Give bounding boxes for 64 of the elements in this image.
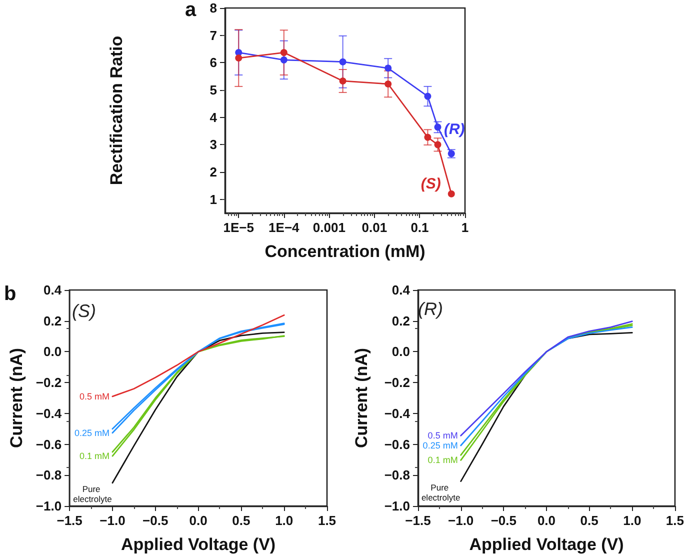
x-tick-label: 0.5 [580,513,598,528]
chart-title: b [4,283,16,305]
x-tick-label: 0.1 [410,220,429,235]
series-label: 0.5 mM [428,430,458,441]
x-tick-label: 1.5 [666,513,684,528]
y-axis-title: Current (nA) [352,348,371,448]
x-axis-title: Concentration (mM) [264,242,426,261]
x-axis-title: Applied Voltage (V) [469,535,624,554]
series-label: 0.25 mM [74,428,110,438]
series-label: 0.25 mM [422,440,458,451]
annotation: (R) [418,299,443,319]
y-tick-label: −1.0 [384,498,410,514]
series-label: 0.1 mM [79,451,110,462]
y-tick-label: −0.6 [384,436,410,452]
y-tick-label: 8 [210,0,217,16]
y-tick-label: −0.2 [384,375,410,390]
x-tick-label: 1 [461,220,469,235]
x-tick-label: −0.5 [490,513,516,528]
x-tick-label: 0.01 [362,220,388,235]
series-label: 0.1 mM [428,455,458,466]
y-axis-title: Rectification Ratio [107,36,126,186]
y-tick-label: −0.8 [384,468,410,483]
series-label: (S) [420,175,441,192]
y-tick-label: −0.2 [36,375,62,390]
x-tick-label: −1.0 [100,513,126,528]
series-label: (R) [444,121,465,138]
x-tick-label: 1.5 [318,513,336,528]
y-tick-label: −0.6 [36,436,62,452]
y-tick-label: 5 [210,82,217,98]
y-tick-label: −1.0 [36,498,62,514]
y-axis-title: Current (nA) [7,348,26,448]
series-label: Pure electrolyte [73,484,112,504]
x-tick-label: 1E−4 [268,220,300,235]
y-tick-label: −0.4 [384,406,411,421]
x-axis-title: Applied Voltage (V) [120,535,276,554]
y-tick-label: 0.4 [392,282,411,298]
y-tick-label: 7 [210,28,217,43]
x-tick-label: 0.001 [312,220,346,235]
y-tick-label: 3 [210,137,217,152]
x-tick-label: 0.0 [189,513,208,528]
series-label: 0.5 mM [79,391,110,402]
x-tick-label: 0.0 [537,513,556,528]
y-tick-label: 2 [210,164,217,180]
y-tick-label: −0.4 [36,406,62,421]
x-tick-label: 0.5 [232,513,250,528]
x-tick-label: 1E−5 [223,220,254,235]
y-tick-label: 6 [210,55,217,70]
x-tick-label: −1.0 [448,513,474,528]
y-tick-label: 0.2 [43,313,62,328]
x-tick-label: −1.5 [405,513,431,528]
x-tick-label: 1.0 [623,513,642,528]
x-tick-label: 1.0 [275,513,294,528]
y-tick-label: 1 [210,192,217,207]
y-tick-label: 0.0 [392,344,410,360]
y-tick-label: 0.2 [392,313,410,328]
y-tick-label: −0.8 [36,468,62,483]
annotation: (S) [72,301,96,321]
x-tick-label: −0.5 [142,513,168,528]
series-label: Pure electrolyte [421,482,460,502]
x-tick-label: −1.5 [56,513,82,528]
y-tick-label: 0.0 [43,344,62,360]
y-tick-label: 4 [210,110,218,125]
y-tick-label: 0.4 [43,282,62,298]
chart-title: a [185,0,197,21]
